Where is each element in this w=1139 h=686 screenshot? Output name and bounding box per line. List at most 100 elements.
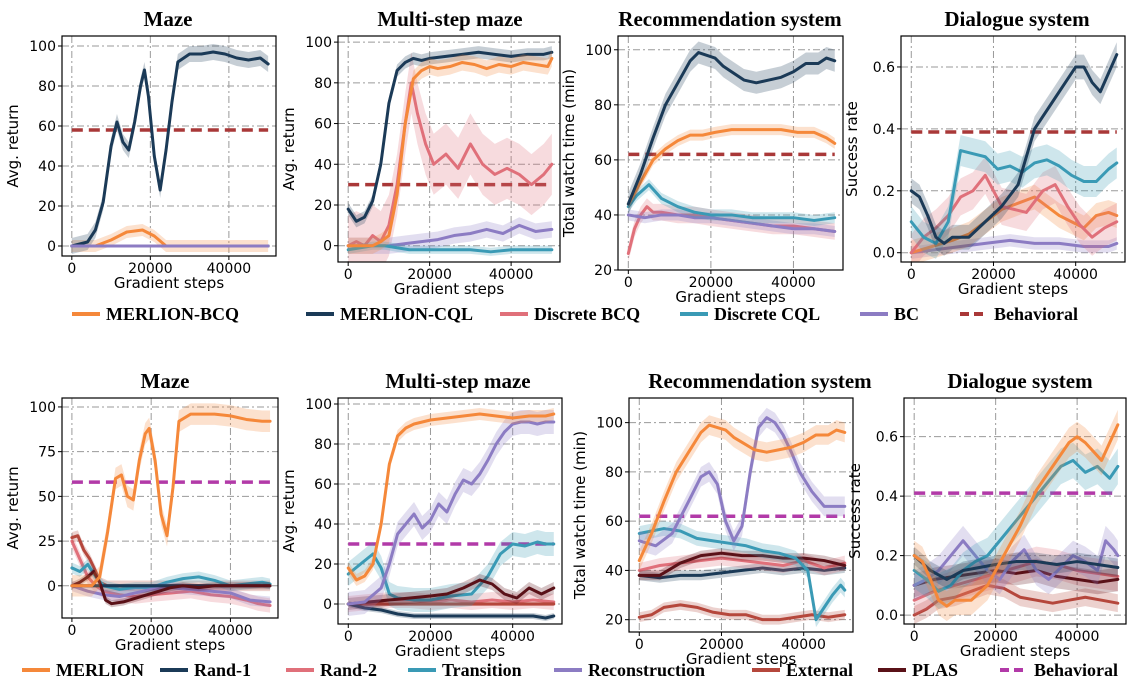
series-line-discrete-bcq — [346, 81, 554, 248]
series-group — [70, 44, 270, 254]
legend-label: Transition — [442, 660, 522, 680]
y-tick-label: 40 — [605, 563, 623, 579]
x-axis-label: Gradient steps — [960, 642, 1071, 660]
y-tick-label: 20 — [38, 199, 56, 215]
y-tick-label: 0.0 — [876, 608, 898, 624]
axes-frame — [337, 397, 563, 625]
y-tick-label: 60 — [605, 514, 623, 530]
y-axis-label: Success rate — [843, 101, 861, 197]
y-tick-label: 40 — [38, 159, 56, 175]
band-merlion-cql — [71, 44, 269, 254]
legend-item-rand-1: Rand-1 — [160, 660, 251, 680]
series-group — [637, 407, 847, 628]
panel-title: Dialogue system — [947, 369, 1093, 393]
x-tick-label: 0 — [635, 637, 644, 653]
x-tick-label: 40000 — [208, 623, 253, 639]
y-tick-label: 20 — [594, 263, 612, 279]
x-tick-label: 20000 — [129, 623, 174, 639]
legend-item-bc: BC — [860, 304, 919, 324]
x-tick-label: 40000 — [771, 275, 816, 291]
x-axis-label: Gradient steps — [958, 280, 1069, 298]
series-line-merlion — [70, 412, 272, 588]
y-tick-label: 80 — [605, 465, 623, 481]
series-line-transition — [346, 540, 556, 602]
x-tick-label: 20000 — [407, 267, 452, 283]
series-line-rand-1 — [637, 566, 847, 580]
band-external — [914, 576, 1118, 624]
band-bc — [911, 234, 1117, 259]
series-line-merlion-bcq — [626, 128, 837, 206]
axes-frame — [337, 35, 561, 263]
x-tick-label: 20000 — [699, 637, 744, 653]
panel-4: Dialogue system 0 20000 40000 0.0 0.2 0.4 0.6 Gr… — [843, 7, 1126, 298]
band-merlion-cql — [911, 42, 1117, 256]
x-axis-label: Gradient steps — [686, 650, 797, 668]
legend-item-transition: Transition — [408, 660, 522, 680]
x-tick-label: 20000 — [973, 629, 1018, 645]
x-tick-label: 0 — [67, 261, 76, 277]
band-merlion-bcq — [71, 224, 269, 252]
legend-item-merlion-bcq: MERLION-BCQ — [72, 304, 239, 324]
series-line-transition — [912, 458, 1120, 593]
legend-item-discrete-cql: Discrete CQL — [680, 304, 820, 324]
panel-title: Recommendation system — [648, 369, 872, 393]
panel-title: Maze — [144, 7, 193, 31]
axes-frame — [61, 35, 277, 257]
series-line-merlion-cql — [346, 50, 554, 223]
x-tick-label: 20000 — [128, 261, 173, 277]
series-line-bc — [346, 223, 554, 248]
x-axis-label: Gradient steps — [395, 642, 506, 660]
series-line-bc — [909, 238, 1119, 255]
x-axis-label: Gradient steps — [114, 274, 225, 292]
y-tick-label: 40 — [314, 517, 332, 533]
x-tick-label: 0 — [344, 629, 353, 645]
series-line-rand-1 — [346, 602, 556, 620]
series-line-reconstruction — [637, 416, 847, 548]
y-tick-label: 100 — [29, 39, 56, 55]
x-tick-label: 40000 — [781, 637, 826, 653]
legend-item-plas: PLAS — [878, 660, 958, 680]
y-tick-label: 0.2 — [876, 549, 898, 565]
y-tick-label: 0 — [47, 579, 56, 595]
y-tick-label: 100 — [596, 416, 623, 432]
series-line-plas — [70, 569, 272, 606]
series-line-merlion — [637, 423, 847, 563]
y-tick-label: 20 — [605, 613, 623, 629]
band-discrete-cql — [628, 179, 835, 226]
series-line-bc — [626, 213, 837, 233]
legend-label: PLAS — [912, 660, 958, 680]
series-line-discrete-cql — [626, 183, 837, 222]
panel-title: Multi-step maze — [377, 7, 522, 31]
legend-label: Rand-2 — [320, 660, 377, 680]
x-tick-label: 0 — [624, 275, 633, 291]
legend-item-rand-2: Rand-2 — [286, 660, 377, 680]
legend-label: Reconstruction — [588, 660, 705, 680]
y-tick-label: 0.6 — [873, 60, 895, 76]
panel-7: Recommendation system 0 20000 40000 20 40 60 80… — [571, 369, 872, 668]
y-tick-label: 80 — [594, 98, 612, 114]
y-tick-label: 80 — [314, 437, 332, 453]
series-line-merlion-cql — [909, 53, 1119, 245]
axes-frame — [61, 397, 279, 619]
legend-item-behavioral: Behavioral — [960, 304, 1078, 324]
y-axis-label: Avg. return — [280, 107, 298, 190]
legend-label: Discrete BCQ — [534, 304, 640, 324]
x-tick-label: 40000 — [207, 261, 252, 277]
x-axis-label: Gradient steps — [115, 636, 226, 654]
y-tick-label: 0.6 — [876, 430, 898, 446]
x-tick-label: 40000 — [1053, 267, 1098, 283]
panel-3: Recommendation system 0 20000 40000 20 40 60 80… — [560, 7, 844, 306]
series-group — [909, 42, 1119, 262]
panel-8: Dialogue system 0 20000 40000 0.0 0.2 0.4 0.6 Gr… — [846, 369, 1127, 660]
series-line-merlion — [912, 423, 1120, 608]
series-group — [346, 408, 556, 621]
series-line-rand-1 — [912, 554, 1120, 581]
series-line-plas — [637, 551, 847, 577]
x-tick-label: 0 — [910, 629, 919, 645]
y-axis-label: Total watch time (min) — [571, 431, 589, 600]
y-tick-label: 0.4 — [873, 122, 895, 138]
y-tick-label: 0.4 — [876, 489, 898, 505]
y-tick-label: 60 — [38, 119, 56, 135]
band-merlion-bcq — [348, 50, 552, 254]
